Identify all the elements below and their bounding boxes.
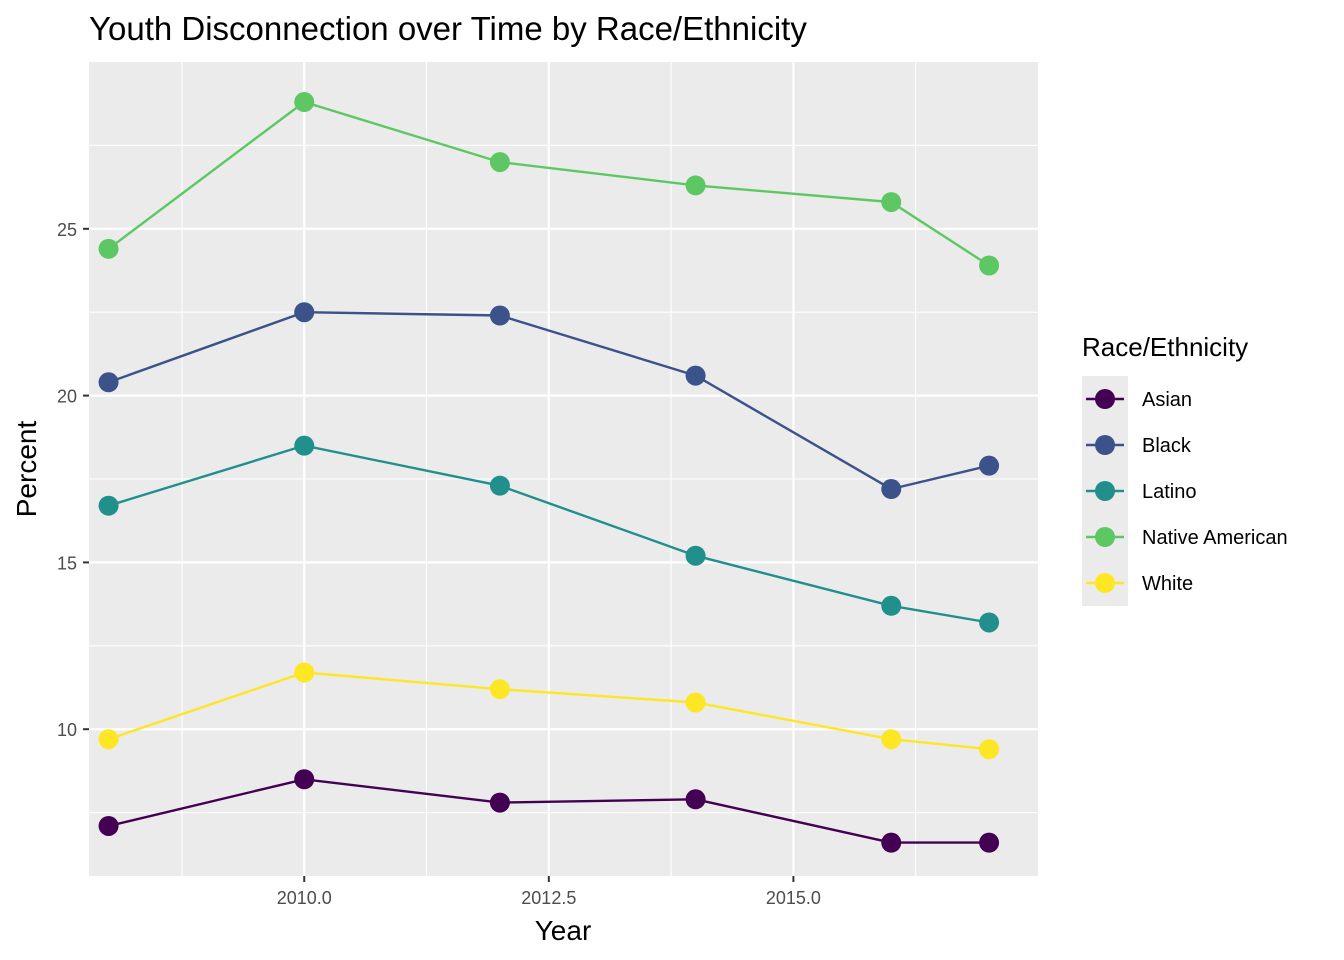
x-axis: 2010.0 2012.5 2015.0 [277, 876, 821, 908]
point-white [294, 662, 315, 683]
legend-items: Asian Black Latino Native American White [1086, 389, 1288, 595]
point-native-american [979, 255, 1000, 276]
point-white [685, 692, 706, 713]
point-latino [979, 612, 1000, 633]
point-asian [685, 789, 706, 810]
chart-title: Youth Disconnection over Time by Race/Et… [89, 10, 807, 47]
legend-point-black [1095, 435, 1115, 455]
legend-point-asian [1095, 389, 1115, 409]
legend-label-native-american: Native American [1142, 527, 1288, 549]
series-line-native-american [107, 100, 990, 267]
legend-label-asian: Asian [1142, 389, 1192, 411]
point-white [489, 679, 510, 700]
series-line-black [108, 310, 990, 491]
x-axis-title: Year [535, 915, 592, 946]
point-native-american [685, 175, 706, 196]
point-white [881, 729, 902, 750]
point-asian [294, 769, 315, 790]
point-latino [294, 435, 315, 456]
x-tick-label: 2015.0 [766, 888, 821, 908]
legend-point-native-american [1095, 527, 1115, 547]
legend-label-white: White [1142, 573, 1193, 595]
point-asian [489, 792, 510, 813]
series-line-asian [108, 778, 990, 844]
point-white [98, 729, 119, 750]
legend: Race/Ethnicity Asian Black Latino Native Am… [1082, 332, 1288, 606]
point-native-american [294, 92, 315, 113]
point-latino [881, 595, 902, 616]
y-tick-label: 15 [57, 553, 77, 573]
plot-panel [89, 62, 1038, 876]
y-tick-label: 25 [57, 220, 77, 240]
y-tick-label: 20 [57, 387, 77, 407]
legend-title: Race/Ethnicity [1082, 332, 1248, 362]
point-black [294, 302, 315, 323]
legend-label-black: Black [1142, 435, 1192, 457]
series-group [98, 92, 1000, 853]
point-latino [98, 495, 119, 516]
legend-point-white [1095, 573, 1115, 593]
point-black [489, 305, 510, 326]
series-line-white [108, 671, 990, 751]
point-black [685, 365, 706, 386]
point-native-american [881, 192, 902, 213]
point-native-american [98, 238, 119, 259]
point-asian [98, 815, 119, 836]
legend-label-latino: Latino [1142, 481, 1197, 503]
series-line-latino [108, 444, 990, 624]
point-latino [489, 475, 510, 496]
point-black [979, 455, 1000, 476]
point-white [979, 739, 1000, 760]
x-tick-label: 2012.5 [521, 888, 576, 908]
y-axis-title: Percent [11, 421, 42, 518]
point-black [881, 479, 902, 500]
point-asian [979, 832, 1000, 853]
y-tick-label: 10 [57, 720, 77, 740]
point-native-american [489, 152, 510, 173]
point-latino [685, 545, 706, 566]
y-axis: 10 15 20 25 [57, 220, 89, 740]
point-asian [881, 832, 902, 853]
point-black [98, 372, 119, 393]
legend-point-latino [1095, 481, 1115, 501]
x-tick-label: 2010.0 [277, 888, 332, 908]
